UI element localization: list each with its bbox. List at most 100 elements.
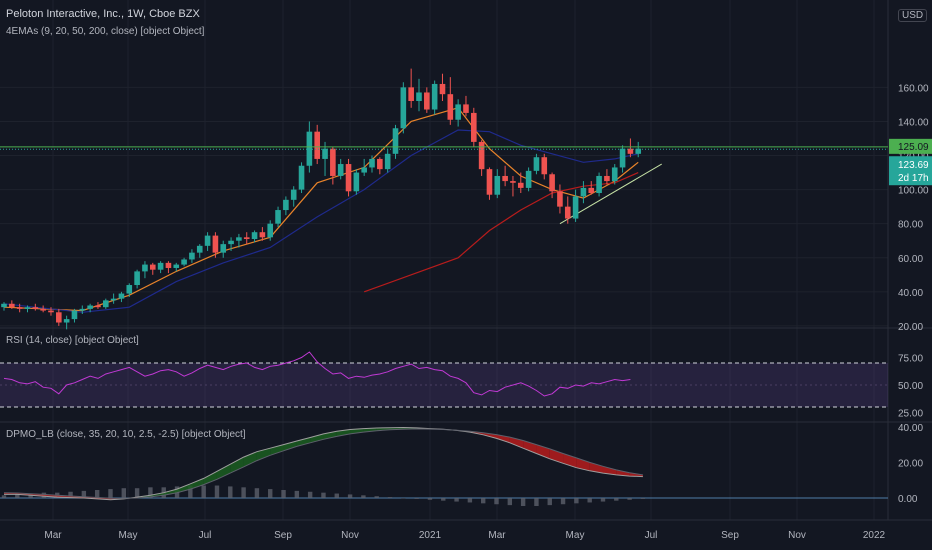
time-tick-label: Mar	[488, 530, 506, 541]
time-tick-label: Sep	[274, 530, 292, 541]
dpmo-fill-segment	[163, 489, 178, 496]
dpmo-histogram-bar	[1, 495, 7, 498]
dpmo-histogram-bar	[347, 494, 353, 498]
price-tick-label: 80.00	[898, 220, 923, 231]
price-tick-label: 100.00	[898, 186, 929, 197]
candle-body	[102, 300, 109, 308]
dpmo-histogram-bar	[427, 498, 433, 500]
grid-lines	[0, 0, 888, 520]
candle-body	[126, 285, 133, 294]
candle-body	[56, 312, 62, 323]
dpmo-histogram-bar	[15, 494, 20, 498]
dpmo-histogram-bar	[454, 498, 459, 502]
candle-body	[212, 235, 219, 253]
price-tick-label: 140.00	[898, 117, 929, 128]
candle-body	[189, 252, 195, 260]
time-tick-label: Jul	[199, 530, 212, 541]
candle-body	[502, 175, 508, 182]
candle-body	[181, 259, 187, 265]
price-tick-label: 40.00	[898, 288, 923, 299]
candle-body	[236, 237, 242, 241]
candle-body	[572, 196, 579, 219]
candle-body	[259, 232, 266, 238]
candle-body	[439, 83, 446, 95]
currency-label[interactable]: USD	[898, 9, 928, 22]
candle-body	[204, 235, 211, 246]
dpmo-histogram-bar	[507, 498, 513, 506]
candle-body	[557, 191, 563, 207]
dpmo-histogram-bar	[134, 488, 140, 498]
dpmo-histogram-bar	[228, 486, 233, 498]
candle-body	[9, 303, 15, 308]
level-badge-label: 125.09	[898, 142, 929, 153]
time-axis[interactable]: Mar May Jul Sep Nov 2021 Mar May Jul Sep Nov 2022	[44, 530, 885, 541]
dpmo-histogram-bar	[401, 498, 406, 499]
candle-body	[71, 310, 78, 320]
ema-legend[interactable]: 4EMAs (9, 20, 50, 200, close) [object Ob…	[6, 26, 205, 37]
candle-body	[486, 169, 493, 195]
candle-body	[416, 92, 422, 101]
candle-body	[79, 308, 86, 311]
horizontal-level-line[interactable]	[0, 146, 888, 150]
dpmo-legend[interactable]: DPMO_LB (close, 35, 20, 10, 2.5, -2.5) […	[6, 429, 246, 440]
dpmo-fill-segment	[203, 471, 217, 485]
dpmo-histogram-bar	[241, 487, 246, 498]
candle-body	[48, 310, 54, 313]
dpmo-histogram-bar	[520, 498, 526, 507]
candle-body	[306, 131, 313, 166]
candle-body	[604, 175, 610, 182]
dpmo-histogram-bar	[334, 493, 339, 498]
bar-countdown-label: 2d 17h	[898, 173, 929, 184]
candle-body	[1, 303, 7, 308]
dpmo-fill-segment	[190, 478, 204, 490]
candle-body	[173, 264, 180, 268]
last-price-label: 123.69	[898, 160, 929, 171]
dpmo-histogram-bar	[121, 488, 126, 498]
dpmo-tick-label: 0.00	[898, 494, 918, 505]
price-tick-label: 20.00	[898, 322, 923, 333]
candle-body	[627, 148, 634, 154]
time-tick-label: 2021	[419, 530, 442, 541]
candle-body	[330, 148, 336, 176]
candle-body	[361, 167, 367, 173]
candle-body	[87, 305, 93, 309]
candle-body	[118, 293, 125, 299]
candle-body	[377, 158, 383, 170]
candle-body	[564, 206, 571, 219]
candle-body	[142, 264, 148, 272]
candle-body	[267, 223, 274, 238]
dpmo-fill-segment	[576, 457, 590, 471]
symbol-title[interactable]: Peloton Interactive, Inc., 1W, Cboe BZX	[6, 8, 200, 20]
candle-body	[384, 153, 391, 170]
candle-body	[220, 244, 227, 253]
dpmo-fill-segment	[350, 428, 364, 434]
level-badge	[889, 138, 932, 154]
candle-body	[478, 141, 485, 170]
time-tick-label: Nov	[341, 530, 359, 541]
candle-body	[337, 164, 344, 176]
candle-body	[95, 305, 101, 308]
candle-body	[196, 245, 203, 253]
candle-body	[635, 148, 642, 154]
candle-body	[517, 182, 524, 188]
dpmo-fill-segment	[216, 464, 231, 480]
dpmo-histogram-bar	[587, 498, 592, 503]
candle-body	[314, 131, 320, 159]
candle-body	[463, 104, 469, 113]
dpmo-histogram-bar	[560, 498, 566, 505]
candle-body	[455, 104, 461, 120]
candle-body	[110, 298, 117, 301]
candle-body	[611, 167, 618, 182]
dpmo-histogram-bar	[640, 498, 646, 499]
candle-body	[392, 128, 399, 154]
rsi-legend[interactable]: RSI (14, close) [object Object]	[6, 335, 139, 346]
dpmo-pmo-line	[4, 426, 643, 501]
dpmo-histogram-bar	[201, 485, 206, 498]
dpmo-fill-segment	[177, 483, 191, 493]
candle-body	[369, 158, 375, 168]
candle-body	[16, 307, 23, 309]
dpmo-histogram-bar	[467, 498, 473, 503]
dpmo-histogram-bar	[254, 488, 260, 498]
candle-body	[541, 157, 548, 175]
